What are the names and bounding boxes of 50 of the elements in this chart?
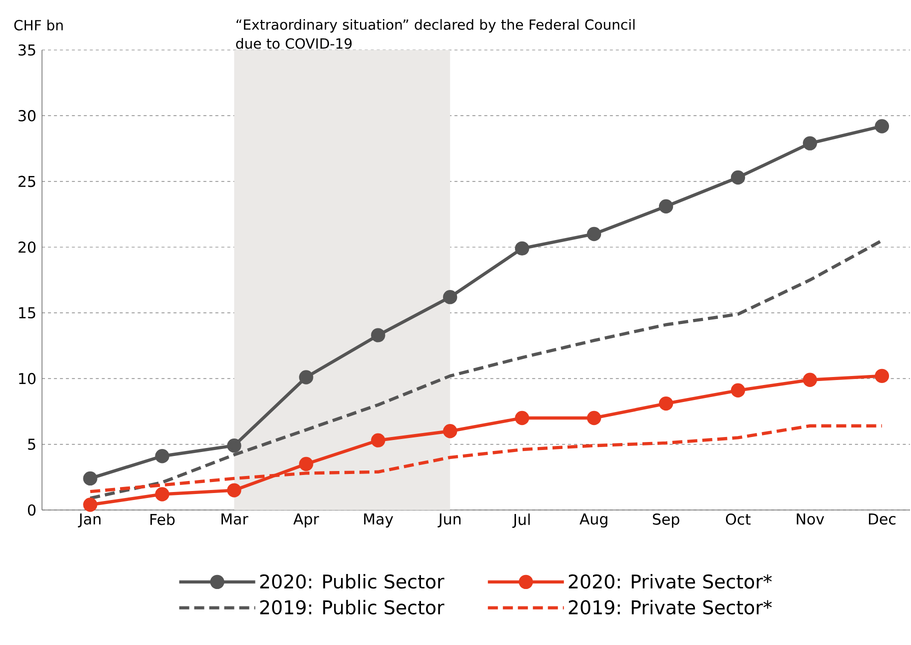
- point: [83, 498, 98, 512]
- band-label: “Extraordinary situation” declared by the Federal Council due to COVID-19: [236, 19, 635, 49]
- legend-label: 2020: Public Sector: [260, 574, 444, 589]
- x-tick-label: Jul: [512, 514, 530, 528]
- x-tick-label: May: [364, 514, 394, 528]
- point: [802, 136, 818, 150]
- point: [586, 410, 602, 426]
- y-tick-label: 25: [18, 176, 36, 188]
- x-tick-label: Jun: [438, 514, 461, 528]
- x-tick-label: Apr: [293, 514, 320, 528]
- point: [802, 372, 818, 387]
- legend-label: 2020: Private Sector*: [568, 574, 772, 589]
- x-tick-label: Oct: [726, 514, 751, 525]
- y-axis-title: CHF bn: [14, 20, 63, 30]
- x-tick-label: Aug: [580, 514, 608, 528]
- point: [730, 170, 746, 185]
- x-tick-label: Sep: [652, 514, 680, 528]
- point: [514, 410, 530, 426]
- point: [874, 368, 890, 384]
- point: [658, 199, 674, 214]
- x-tick-label: Jan: [78, 514, 100, 528]
- point: [299, 370, 314, 384]
- y-tick-label: 5: [28, 438, 36, 450]
- y-tick-label: 15: [19, 307, 36, 318]
- point: [227, 438, 242, 453]
- point: [227, 483, 242, 498]
- y-tick-label: 0: [28, 504, 36, 516]
- point: [155, 449, 170, 464]
- point: [586, 226, 602, 242]
- point: [730, 383, 746, 398]
- y-tick-label: 35: [18, 44, 36, 56]
- x-tick-label: Nov: [796, 514, 824, 525]
- point: [874, 119, 890, 134]
- point: [299, 456, 314, 472]
- point: [443, 424, 458, 438]
- point: [443, 290, 458, 304]
- point: [514, 241, 530, 256]
- y-tick-label: 10: [19, 372, 36, 384]
- point: [371, 328, 386, 342]
- y-tick-label: 30: [18, 110, 36, 122]
- point: [371, 433, 386, 448]
- x-tick-label: Dec: [868, 514, 896, 525]
- point: [83, 471, 98, 486]
- x-tick-label: Mar: [222, 514, 248, 525]
- point: [155, 487, 170, 502]
- legend-label: 2019: Private Sector*: [568, 600, 772, 614]
- point: [658, 396, 674, 411]
- y-tick-label: 20: [18, 241, 36, 253]
- legend-label: 2019: Public Sector: [260, 600, 444, 614]
- x-tick-label: Feb: [150, 514, 175, 526]
